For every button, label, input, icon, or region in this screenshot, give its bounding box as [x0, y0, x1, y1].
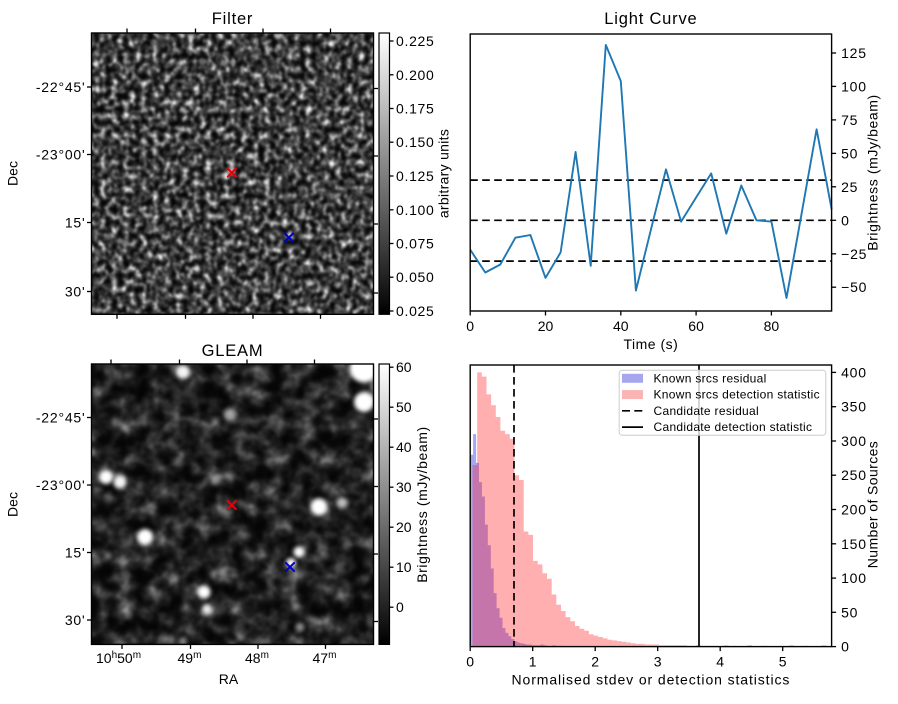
svg-text:GLEAM: GLEAM	[202, 342, 264, 360]
svg-text:Light Curve: Light Curve	[604, 10, 697, 28]
svg-text:Dec: Dec	[5, 492, 21, 517]
svg-text:0.100: 0.100	[396, 202, 435, 218]
svg-text:200: 200	[841, 502, 867, 518]
svg-text:Normalised stdev or detection: Normalised stdev or detection statistics	[512, 672, 791, 688]
svg-text:30': 30'	[65, 284, 86, 300]
svg-text:Time (s): Time (s)	[623, 336, 678, 352]
svg-text:0: 0	[466, 318, 474, 334]
svg-text:150: 150	[841, 536, 867, 552]
svg-text:0.075: 0.075	[396, 236, 435, 252]
svg-text:5: 5	[779, 654, 787, 670]
svg-text:Number of Sources: Number of Sources	[865, 441, 881, 568]
svg-text:Known srcs residual: Known srcs residual	[654, 371, 767, 385]
svg-text:50: 50	[841, 604, 858, 620]
svg-text:40: 40	[613, 318, 629, 334]
svg-text:10: 10	[396, 559, 412, 575]
svg-text:−25: −25	[841, 246, 867, 262]
svg-text:50: 50	[841, 145, 858, 161]
svg-text:50: 50	[396, 399, 412, 415]
svg-text:0.200: 0.200	[396, 67, 435, 83]
svg-text:40: 40	[396, 439, 412, 455]
svg-text:-22°45': -22°45'	[36, 410, 86, 426]
svg-text:30': 30'	[65, 612, 86, 628]
svg-text:arbitrary units: arbitrary units	[436, 129, 452, 218]
svg-text:0: 0	[841, 212, 850, 228]
svg-text:0: 0	[396, 599, 404, 615]
svg-text:75: 75	[841, 112, 858, 128]
svg-text:Candidate detection statistic: Candidate detection statistic	[654, 420, 813, 434]
svg-text:0.125: 0.125	[396, 168, 435, 184]
svg-text:10h50m: 10h50m	[96, 650, 141, 666]
svg-text:400: 400	[841, 364, 867, 380]
svg-text:350: 350	[841, 399, 867, 415]
svg-text:0: 0	[841, 639, 850, 655]
svg-text:80: 80	[764, 318, 780, 334]
svg-text:0.025: 0.025	[396, 303, 435, 319]
svg-text:-22°45': -22°45'	[36, 79, 86, 95]
svg-text:60: 60	[688, 318, 704, 334]
svg-text:-23°00': -23°00'	[36, 477, 86, 493]
svg-text:250: 250	[841, 467, 867, 483]
svg-text:Known srcs detection statistic: Known srcs detection statistic	[654, 388, 820, 402]
svg-text:30: 30	[396, 479, 412, 495]
svg-text:1: 1	[529, 654, 537, 670]
svg-text:Dec: Dec	[5, 161, 21, 186]
svg-text:25: 25	[841, 179, 858, 195]
svg-text:100: 100	[841, 570, 867, 586]
svg-text:15': 15'	[65, 545, 86, 561]
svg-text:125: 125	[841, 45, 867, 61]
svg-text:3: 3	[654, 654, 662, 670]
svg-text:0.050: 0.050	[396, 269, 435, 285]
svg-text:-23°00': -23°00'	[36, 147, 86, 163]
svg-text:RA: RA	[219, 671, 239, 687]
svg-text:0.175: 0.175	[396, 101, 435, 117]
svg-text:15': 15'	[65, 215, 86, 231]
svg-text:20: 20	[396, 519, 412, 535]
svg-text:300: 300	[841, 433, 867, 449]
svg-text:Brightness (mJy/beam): Brightness (mJy/beam)	[865, 94, 881, 251]
svg-text:60: 60	[396, 359, 412, 375]
svg-text:Candidate residual: Candidate residual	[654, 404, 759, 418]
svg-text:4: 4	[716, 654, 724, 670]
svg-text:0.150: 0.150	[396, 134, 435, 150]
svg-text:Brightness (mJy/beam): Brightness (mJy/beam)	[414, 426, 430, 583]
svg-text:0: 0	[466, 654, 474, 670]
svg-text:100: 100	[841, 78, 867, 94]
svg-text:2: 2	[591, 654, 599, 670]
svg-text:Filter: Filter	[212, 10, 253, 28]
svg-text:0.225: 0.225	[396, 33, 435, 49]
svg-text:−50: −50	[841, 279, 867, 295]
svg-text:20: 20	[538, 318, 554, 334]
